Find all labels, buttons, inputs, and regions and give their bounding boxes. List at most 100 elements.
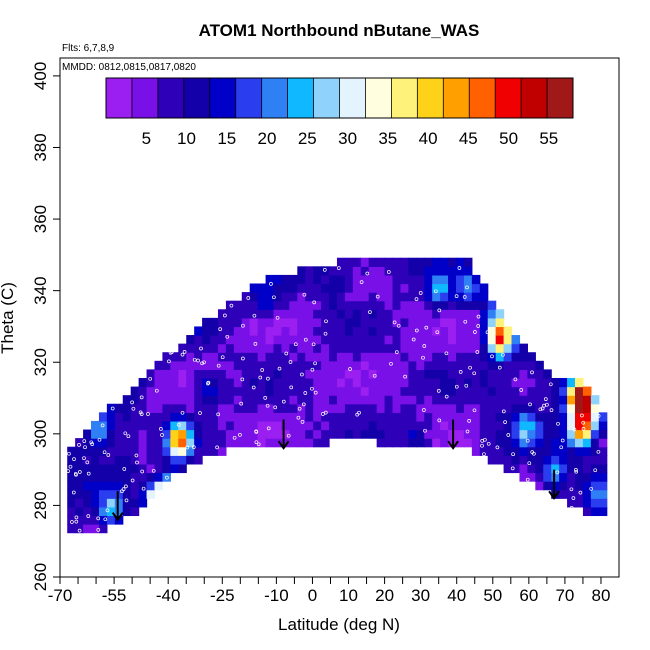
sample-point — [323, 331, 328, 336]
heatmap-cell — [98, 506, 108, 517]
heatmap-cell — [241, 395, 251, 405]
heatmap-cell — [432, 395, 441, 405]
heatmap-cell — [178, 386, 187, 396]
heatmap-cell — [194, 326, 203, 336]
heatmap-cell — [384, 377, 394, 388]
heatmap-cell — [67, 506, 76, 517]
sample-point — [123, 431, 128, 436]
heatmap-cell — [360, 369, 370, 379]
heatmap-cell — [249, 429, 259, 439]
heatmap-cell — [91, 446, 100, 456]
sample-point — [310, 367, 315, 372]
heatmap-cell — [408, 317, 417, 328]
sample-point — [313, 390, 318, 395]
sample-point — [510, 466, 515, 471]
sample-point — [581, 427, 586, 431]
heatmap-cell — [503, 420, 513, 431]
heatmap-cell — [217, 343, 227, 353]
heatmap-cell — [408, 377, 417, 388]
heatmap-cell — [392, 292, 402, 302]
heatmap-cell — [440, 317, 449, 328]
heatmap-cell — [83, 481, 92, 491]
sample-point — [578, 490, 583, 495]
heatmap-cell — [233, 326, 243, 336]
heatmap-cell — [162, 403, 171, 413]
heatmap-cell — [162, 352, 171, 362]
heatmap-cell — [257, 395, 267, 405]
heatmap-cell — [257, 360, 267, 370]
heatmap-cell — [289, 335, 298, 345]
colorbar-swatch — [521, 78, 548, 118]
heatmap-cell — [582, 463, 592, 474]
heatmap-cell — [130, 489, 140, 499]
heatmap-cell — [455, 403, 465, 413]
heatmap-cell — [376, 412, 386, 422]
heatmap-cell — [83, 455, 92, 465]
sample-point — [134, 453, 139, 458]
heatmap-cell — [313, 283, 322, 293]
heatmap-cell — [567, 472, 576, 482]
heatmap-cell — [519, 386, 528, 396]
heatmap-cell — [360, 317, 370, 328]
heatmap-cell — [471, 283, 481, 293]
heatmap-cell — [233, 395, 243, 405]
sample-point — [141, 486, 146, 491]
heatmap-cell — [511, 343, 521, 353]
heatmap-cell — [352, 429, 362, 439]
sample-point — [82, 439, 87, 443]
heatmap-cell — [471, 343, 481, 353]
colorbar-tick-label: 50 — [499, 129, 518, 148]
heatmap-cell — [535, 481, 544, 491]
heatmap-cell — [455, 317, 465, 328]
heatmap-cell — [368, 343, 378, 353]
heatmap-cell — [503, 352, 513, 362]
colorbar-swatch — [235, 78, 262, 118]
heatmap-cell — [559, 446, 568, 456]
sample-point — [86, 471, 91, 476]
heatmap-cell — [186, 352, 195, 362]
heatmap-cell — [138, 472, 148, 482]
heatmap-cell — [313, 326, 322, 336]
heatmap-cell — [186, 455, 195, 465]
heatmap-cell — [416, 403, 425, 413]
sample-point — [126, 434, 131, 439]
sample-point — [286, 433, 291, 438]
heatmap-cell — [487, 429, 497, 439]
sample-point — [574, 468, 578, 472]
heatmap-cell — [257, 317, 267, 328]
heatmap-cell — [384, 352, 394, 362]
heatmap-cell — [257, 369, 267, 379]
heatmap-cell — [83, 446, 92, 456]
heatmap-cell — [202, 335, 211, 345]
heatmap-cell — [289, 369, 298, 379]
heatmap-cell — [194, 395, 203, 405]
heatmap-cell — [114, 506, 124, 517]
heatmap-cell — [352, 352, 362, 362]
heatmap-cell — [487, 360, 497, 370]
heatmap-cell — [495, 429, 505, 439]
heatmap-cell — [392, 352, 402, 362]
heatmap-cell — [273, 412, 283, 422]
sample-point — [131, 406, 136, 411]
heatmap-cell — [567, 386, 576, 396]
sample-point — [89, 440, 94, 445]
heatmap-cell — [400, 292, 409, 302]
heatmap-cell — [527, 420, 536, 431]
heatmap-cell — [170, 429, 179, 439]
sample-point — [403, 374, 407, 379]
heatmap-cell — [321, 300, 330, 310]
heatmap-cell — [448, 326, 457, 336]
heatmap-cell — [384, 317, 394, 328]
heatmap-cell — [178, 438, 187, 448]
heatmap-cell — [424, 352, 433, 362]
heatmap-cell — [273, 369, 283, 379]
heatmap-cell — [202, 360, 211, 370]
heatmap-cell — [210, 369, 219, 379]
heatmap-cell — [289, 352, 298, 362]
heatmap-cell — [432, 403, 441, 413]
heatmap-cell — [432, 343, 441, 353]
heatmap-cell — [186, 335, 195, 345]
heatmap-cell — [551, 446, 560, 456]
sample-point — [359, 280, 364, 284]
heatmap-cell — [313, 317, 322, 328]
